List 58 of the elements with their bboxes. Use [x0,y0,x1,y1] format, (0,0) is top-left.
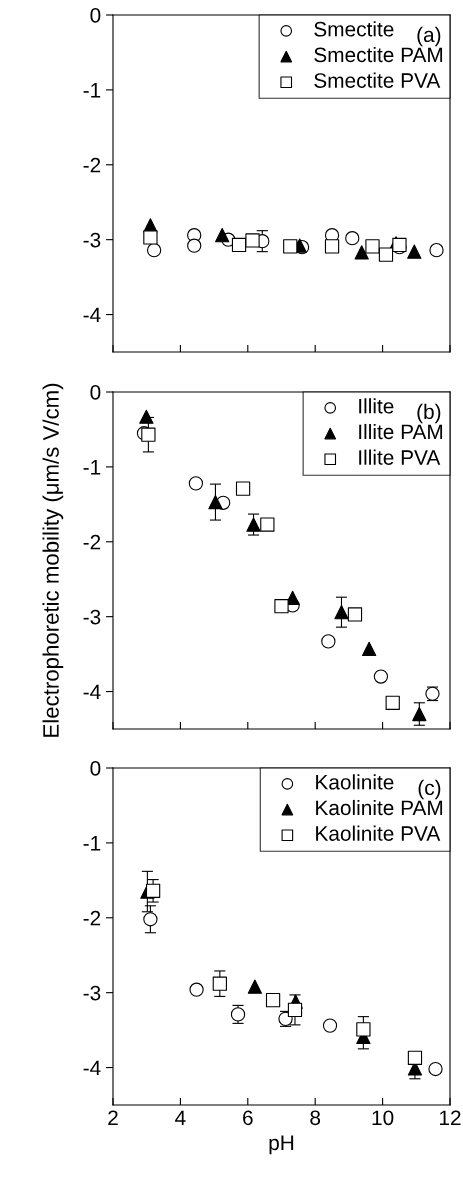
point [274,599,289,614]
point [287,1002,303,1018]
point [212,976,227,991]
x-tick-label: 8 [310,1110,321,1126]
y-tick-label: -1 [83,836,101,851]
y-tick-label: -1 [83,460,101,475]
legend-label: Kaolinite PVA [316,825,441,841]
point [334,605,349,620]
annotation: (a) [417,26,441,47]
y-tick-label: -3 [83,985,101,1001]
annotation: (c) [418,779,441,800]
point [246,517,261,532]
x-tick-label: 12 [440,1110,461,1125]
annotation: (b) [417,403,441,424]
point [215,228,230,243]
legend-label: Smectite PAM [314,46,443,63]
point [245,233,260,248]
point [407,1050,423,1065]
y-tick-label: -3 [83,232,101,248]
legend-label: Kaolinite [316,774,394,790]
point [141,427,156,442]
point [356,1022,371,1037]
point [361,641,377,657]
point [283,239,298,254]
x-tick-label: 4 [175,1110,186,1125]
legend-label: Smectite [314,21,394,37]
y-tick-label: -4 [83,684,101,700]
point [265,993,281,1008]
y-tick-label: 0 [90,385,101,400]
point [412,706,427,722]
x-axis-title: pH [269,1135,294,1155]
legend-label: Illite PAM [359,423,443,440]
y-tick-label: -4 [83,1060,101,1076]
y-tick-label: -2 [83,910,101,926]
point [247,979,263,994]
y-tick-label: -2 [83,534,101,550]
y-tick-label: -3 [83,609,101,625]
point [407,244,422,259]
legend-label: Kaolinite PAM [316,799,443,816]
y-tick-label: 0 [90,8,101,23]
legend-label: Illite [359,398,394,414]
point [143,230,158,245]
x-tick-label: 10 [372,1110,394,1126]
y-tick-label: 0 [90,761,101,776]
legend-label: Smectite PVA [314,72,441,88]
y-tick-label: -1 [83,83,101,98]
point [235,481,251,496]
legend-label: Illite PVA [359,449,441,465]
y-tick-label: -4 [83,307,101,323]
x-tick-label: 2 [108,1110,118,1125]
point [139,409,154,424]
point [208,494,223,510]
y-axis-title: Electrophoretic mobility (μm/s V/cm) [42,383,64,737]
x-tick-label: 6 [243,1110,253,1126]
point [324,239,340,254]
y-tick-label: -2 [83,157,101,173]
point [145,883,161,898]
point [354,245,369,260]
